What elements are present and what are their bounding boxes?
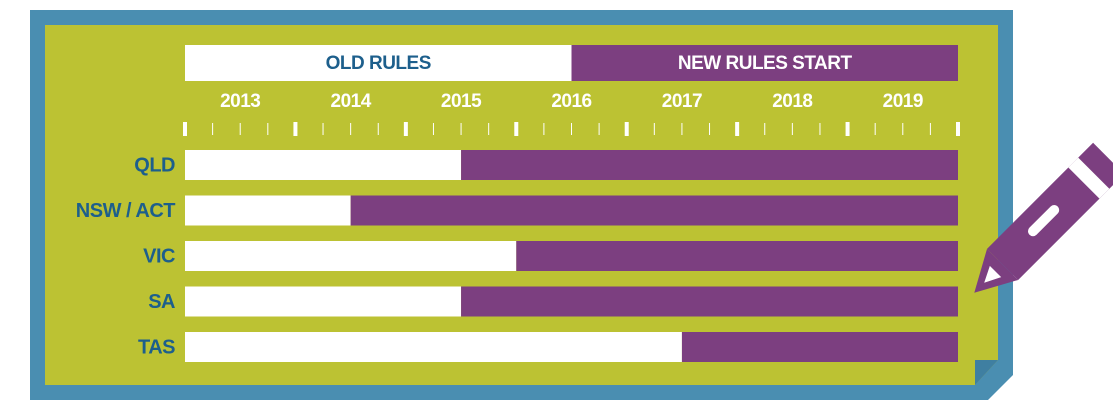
state-label: VIC [143, 245, 175, 267]
old-rules-bar [185, 332, 682, 362]
major-tick [625, 122, 629, 136]
old-rules-bar [185, 150, 461, 180]
new-rules-bar [461, 150, 958, 180]
major-tick [956, 122, 960, 136]
new-rules-bar [516, 241, 958, 271]
year-label: 2014 [331, 91, 372, 112]
header-new-label: NEW RULES START [678, 53, 853, 74]
year-label: 2019 [883, 91, 923, 112]
year-label: 2015 [441, 91, 482, 112]
year-label: 2017 [662, 91, 702, 112]
new-rules-bar [461, 287, 958, 317]
year-label: 2013 [220, 91, 260, 112]
major-tick [404, 122, 408, 136]
state-label: SA [148, 291, 175, 313]
year-label: 2018 [772, 91, 812, 112]
old-rules-bar [185, 241, 516, 271]
major-tick [846, 122, 850, 136]
major-tick [293, 122, 297, 136]
new-rules-bar [351, 196, 958, 226]
major-tick [735, 122, 739, 136]
chart: OLD RULES NEW RULES START 2013 2014 2015 20… [0, 0, 1113, 401]
old-rules-bar [185, 196, 351, 226]
old-rules-bar [185, 287, 461, 317]
new-rules-bar [682, 332, 958, 362]
state-label: NSW / ACT [76, 200, 175, 222]
header-old-label: OLD RULES [326, 53, 431, 74]
major-tick [514, 122, 518, 136]
state-label: QLD [134, 154, 175, 176]
state-label: TAS [138, 336, 175, 358]
major-tick [183, 122, 187, 136]
year-label: 2016 [551, 91, 591, 112]
